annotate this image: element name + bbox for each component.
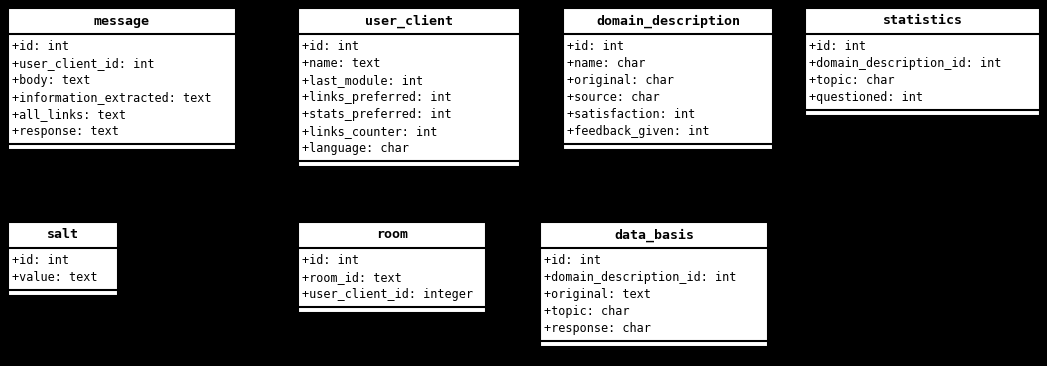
Text: +source: char: +source: char bbox=[567, 91, 660, 104]
Text: +id: int: +id: int bbox=[809, 40, 866, 53]
Bar bbox=[563, 8, 773, 150]
Text: +id: int: +id: int bbox=[544, 254, 601, 267]
Text: +last_module: int: +last_module: int bbox=[302, 74, 423, 87]
Text: +topic: char: +topic: char bbox=[544, 305, 629, 318]
Text: +links_preferred: int: +links_preferred: int bbox=[302, 91, 451, 104]
Text: +links_counter: int: +links_counter: int bbox=[302, 125, 438, 138]
Text: +id: int: +id: int bbox=[567, 40, 624, 53]
Text: +user_client_id: int: +user_client_id: int bbox=[12, 57, 155, 70]
Bar bbox=[8, 222, 118, 296]
Text: +information_extracted: text: +information_extracted: text bbox=[12, 91, 211, 104]
Bar bbox=[8, 8, 236, 150]
Text: +domain_description_id: int: +domain_description_id: int bbox=[544, 271, 736, 284]
Text: +name: text: +name: text bbox=[302, 57, 380, 70]
Text: +domain_description_id: int: +domain_description_id: int bbox=[809, 57, 1001, 70]
Text: +original: text: +original: text bbox=[544, 288, 651, 301]
Text: +id: int: +id: int bbox=[302, 40, 359, 53]
Text: salt: salt bbox=[47, 228, 79, 242]
Text: +all_links: text: +all_links: text bbox=[12, 108, 126, 121]
Text: statistics: statistics bbox=[883, 15, 962, 27]
Text: data_basis: data_basis bbox=[614, 228, 694, 242]
Bar bbox=[298, 8, 520, 167]
Text: +id: int: +id: int bbox=[12, 254, 69, 267]
Text: +value: text: +value: text bbox=[12, 271, 97, 284]
Text: +body: text: +body: text bbox=[12, 74, 90, 87]
Text: message: message bbox=[94, 15, 150, 27]
Text: +original: char: +original: char bbox=[567, 74, 674, 87]
Bar bbox=[805, 8, 1040, 116]
Text: domain_description: domain_description bbox=[596, 14, 740, 28]
Text: +name: char: +name: char bbox=[567, 57, 645, 70]
Bar bbox=[540, 222, 768, 347]
Bar bbox=[298, 222, 486, 313]
Text: +language: char: +language: char bbox=[302, 142, 409, 155]
Text: +questioned: int: +questioned: int bbox=[809, 91, 923, 104]
Text: +id: int: +id: int bbox=[12, 40, 69, 53]
Text: +response: char: +response: char bbox=[544, 322, 651, 335]
Text: room: room bbox=[376, 228, 408, 242]
Text: +feedback_given: int: +feedback_given: int bbox=[567, 125, 710, 138]
Text: +user_client_id: integer: +user_client_id: integer bbox=[302, 288, 473, 301]
Text: +room_id: text: +room_id: text bbox=[302, 271, 402, 284]
Text: +response: text: +response: text bbox=[12, 125, 119, 138]
Text: +satisfaction: int: +satisfaction: int bbox=[567, 108, 695, 121]
Text: user_client: user_client bbox=[365, 14, 453, 28]
Text: +id: int: +id: int bbox=[302, 254, 359, 267]
Text: +stats_preferred: int: +stats_preferred: int bbox=[302, 108, 451, 121]
Text: +topic: char: +topic: char bbox=[809, 74, 894, 87]
